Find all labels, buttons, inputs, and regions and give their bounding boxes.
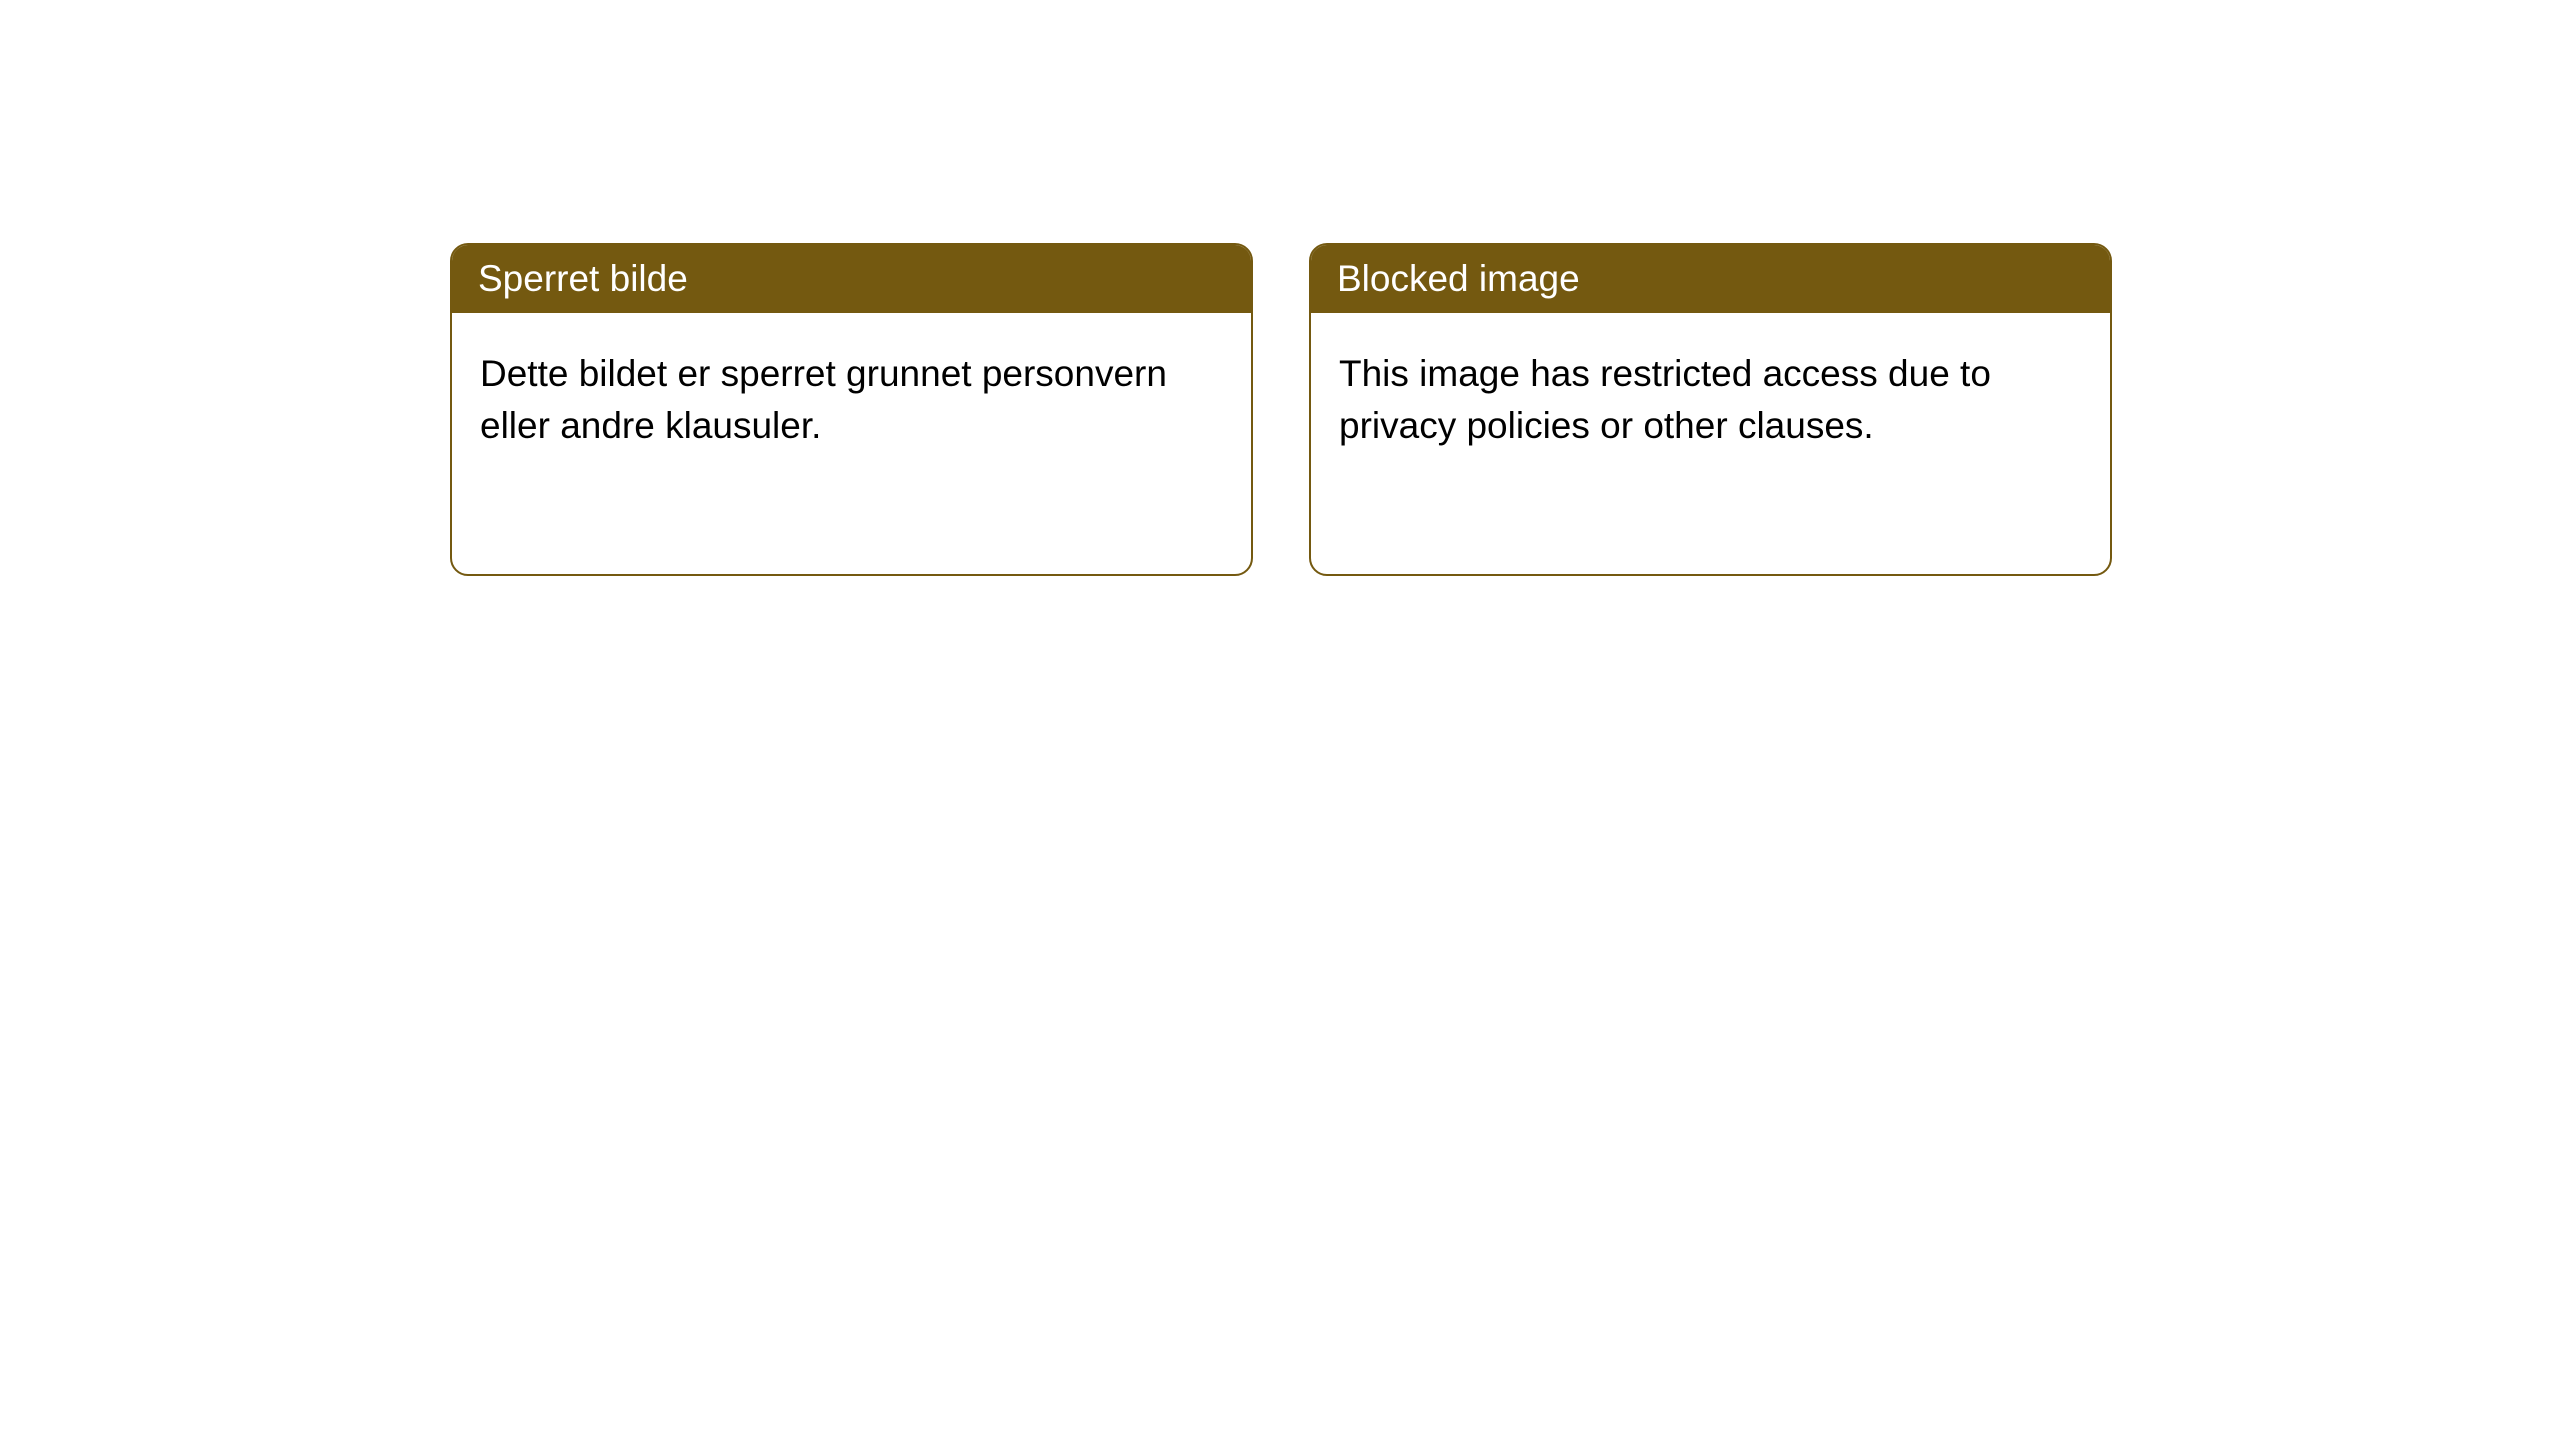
- card-title: Sperret bilde: [478, 258, 688, 299]
- card-title: Blocked image: [1337, 258, 1580, 299]
- card-body: Dette bildet er sperret grunnet personve…: [452, 313, 1251, 487]
- blocked-image-card-en: Blocked image This image has restricted …: [1309, 243, 2112, 576]
- card-body: This image has restricted access due to …: [1311, 313, 2110, 487]
- card-header: Blocked image: [1311, 245, 2110, 313]
- card-header: Sperret bilde: [452, 245, 1251, 313]
- card-message: Dette bildet er sperret grunnet personve…: [480, 353, 1167, 446]
- notice-container: Sperret bilde Dette bildet er sperret gr…: [0, 0, 2560, 576]
- card-message: This image has restricted access due to …: [1339, 353, 1991, 446]
- blocked-image-card-no: Sperret bilde Dette bildet er sperret gr…: [450, 243, 1253, 576]
